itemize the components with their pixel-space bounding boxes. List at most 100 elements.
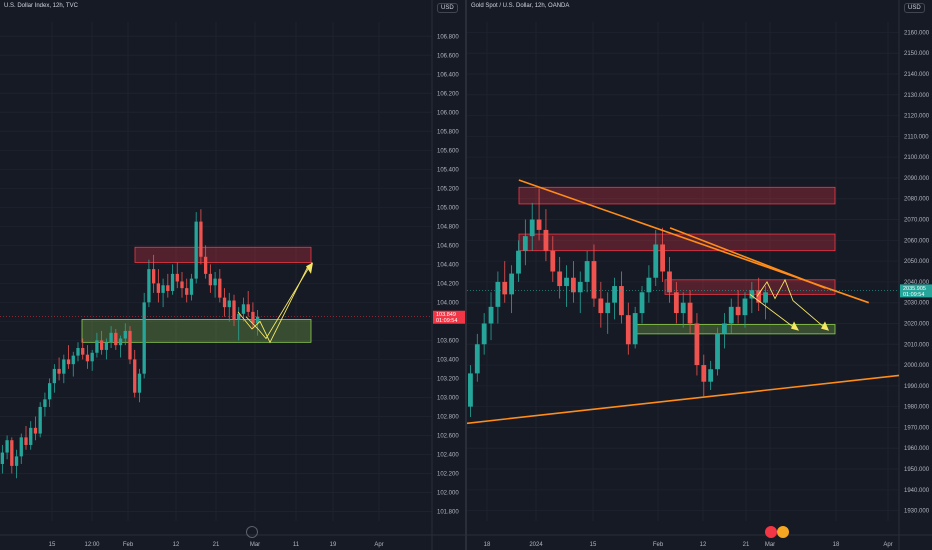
candle (495, 281, 501, 307)
projection-path (749, 294, 798, 331)
candle (137, 373, 142, 393)
dxy-chart-canvas[interactable]: 106.800 106.600 106.400 106.200 106.000 105.8… (0, 0, 465, 550)
candle (24, 437, 28, 445)
xauusd-chart-canvas[interactable]: 2160.000 2150.000 2140.000 2130.000 2120.000… (467, 0, 932, 550)
candle (118, 338, 123, 346)
x-tick-label: 2024 (529, 542, 543, 548)
goto-realtime-icon[interactable] (246, 526, 258, 538)
demand-zone (633, 324, 836, 335)
candle (502, 281, 508, 295)
y-tick-label: 103.400 (437, 357, 459, 363)
x-tick-label: Feb (653, 542, 664, 548)
candle (99, 340, 104, 350)
candle (123, 330, 127, 339)
candle (673, 292, 679, 314)
x-tick-label: 21 (213, 542, 220, 548)
xauusd-chart-title: Gold Spot / U.S. Dollar, 12h, OANDA (471, 3, 570, 9)
candle (488, 306, 494, 324)
pane-divider[interactable] (465, 0, 467, 550)
candle (509, 273, 515, 295)
candle (481, 323, 487, 345)
y-tick-label: 2110.000 (904, 134, 929, 140)
y-tick-label: 2000.000 (904, 363, 930, 369)
projection-arrowhead (306, 262, 313, 274)
x-tick-label: Apr (883, 542, 892, 548)
x-tick-label: 12 (173, 542, 180, 548)
xauusd-currency-badge[interactable]: USD (904, 3, 925, 13)
candle (584, 261, 590, 282)
candle (529, 219, 535, 237)
bar-countdown: 01:09:54 (903, 292, 924, 298)
candle (14, 456, 19, 466)
xauusd-chart-pane[interactable]: 2160.000 2150.000 2140.000 2130.000 2120.000… (467, 0, 932, 550)
projection-arrowhead (821, 321, 829, 331)
candle (612, 286, 617, 303)
y-tick-label: 104.600 (437, 243, 459, 249)
y-tick-label: 102.400 (437, 452, 459, 458)
y-tick-label: 2030.000 (904, 301, 930, 307)
candle (85, 354, 90, 362)
candle (81, 348, 85, 355)
candle (742, 298, 748, 316)
candle (241, 304, 246, 314)
candle (104, 342, 109, 350)
y-tick-label: 103.000 (437, 395, 459, 401)
candle (218, 278, 222, 298)
candle (715, 333, 720, 370)
y-tick-label: 102.000 (437, 490, 459, 496)
event-marker-icon[interactable] (765, 526, 777, 538)
y-tick-label: 2050.000 (904, 259, 930, 265)
current-price-badge (433, 310, 465, 324)
candle (708, 369, 714, 382)
candle (208, 273, 213, 286)
y-tick-label: 106.800 (437, 34, 459, 40)
y-tick-label: 104.400 (437, 262, 459, 268)
candle (550, 250, 556, 272)
candle (175, 273, 179, 282)
y-tick-label: 2040.000 (904, 280, 930, 286)
y-tick-label: 1940.000 (904, 488, 930, 494)
x-tick-label: 12:00 (84, 542, 100, 548)
projection-path (237, 266, 309, 344)
candle (109, 332, 113, 343)
x-tick-label: 15 (49, 542, 56, 548)
candle (19, 437, 23, 457)
y-tick-label: 101.800 (437, 509, 459, 515)
candle (33, 427, 38, 434)
x-tick-label: Mar (765, 542, 775, 548)
candle (591, 261, 597, 299)
y-tick-label: 2010.000 (904, 342, 930, 348)
candle (468, 373, 473, 407)
current-price-badge (900, 284, 932, 298)
candle (76, 348, 80, 356)
y-tick-label: 102.600 (437, 433, 459, 439)
dxy-chart-pane[interactable]: 106.800 106.600 106.400 106.200 106.000 105.8… (0, 0, 465, 550)
candle (687, 302, 693, 324)
y-tick-label: 103.600 (437, 338, 459, 344)
y-tick-label: 105.400 (437, 167, 459, 173)
candle (194, 221, 198, 279)
candle (522, 236, 528, 251)
candle (185, 288, 189, 295)
y-tick-label: 2160.000 (904, 30, 930, 36)
y-tick-label: 2020.000 (904, 321, 930, 327)
y-tick-label: 1970.000 (904, 425, 930, 431)
dxy-currency-badge[interactable]: USD (437, 3, 458, 13)
y-tick-label: 2060.000 (904, 238, 930, 244)
candle (222, 297, 227, 308)
candle (598, 298, 604, 314)
x-tick-label: 18 (484, 542, 491, 548)
candle (536, 219, 542, 230)
event-marker-icon[interactable] (777, 526, 789, 538)
y-tick-label: 2100.000 (904, 155, 930, 161)
y-tick-label: 106.000 (437, 110, 459, 116)
candle (619, 286, 624, 316)
y-tick-label: 2090.000 (904, 176, 930, 182)
candle (639, 292, 645, 314)
x-tick-label: 12 (700, 542, 707, 548)
candle (735, 306, 741, 316)
y-tick-label: 1990.000 (904, 384, 930, 390)
y-tick-label: 2080.000 (904, 197, 930, 203)
candle (564, 277, 569, 287)
trendline (467, 374, 900, 425)
